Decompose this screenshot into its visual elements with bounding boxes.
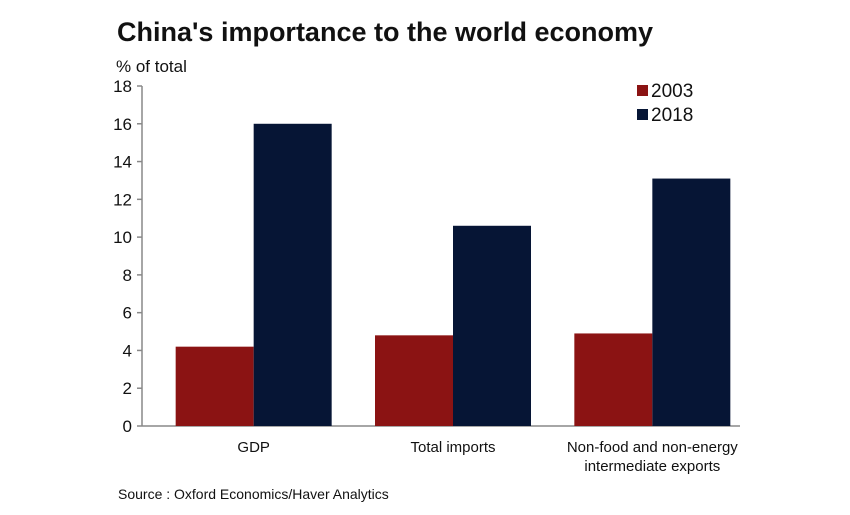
y-axis-label: % of total [116,57,187,76]
x-category-label: GDP [237,439,270,456]
y-tick-label: 10 [113,228,132,247]
y-tick-label: 6 [123,304,132,323]
bar-2003 [574,333,653,426]
x-category-label: intermediate exports [584,458,720,475]
legend-label: 2018 [651,105,693,126]
x-category-label: Non-food and non-energy [567,439,738,456]
y-tick-label: 2 [123,379,132,398]
bar-2018 [652,178,731,426]
y-tick-label: 0 [123,417,132,436]
bar-2003 [375,335,453,426]
x-category-label: Total imports [410,439,495,456]
legend-swatch-2018 [637,109,648,120]
y-tick-label: 12 [113,190,132,209]
chart-title: China's importance to the world economy [117,17,653,47]
y-tick-label: 8 [123,266,132,285]
y-tick-label: 4 [123,341,132,360]
bar-2018 [453,225,531,426]
bar-2003 [175,346,254,426]
y-tick-label: 18 [113,77,132,96]
legend-label: 2003 [651,81,693,102]
y-tick-label: 16 [113,115,132,134]
source-note: Source : Oxford Economics/Haver Analytic… [118,486,389,502]
plot-area: 0 2 4 6 8 10 12 14 16 18 GDP Total imports Non-food … [113,77,740,475]
bar-2018 [253,123,332,427]
legend-swatch-2003 [637,85,648,96]
y-tick-label: 14 [113,153,132,172]
